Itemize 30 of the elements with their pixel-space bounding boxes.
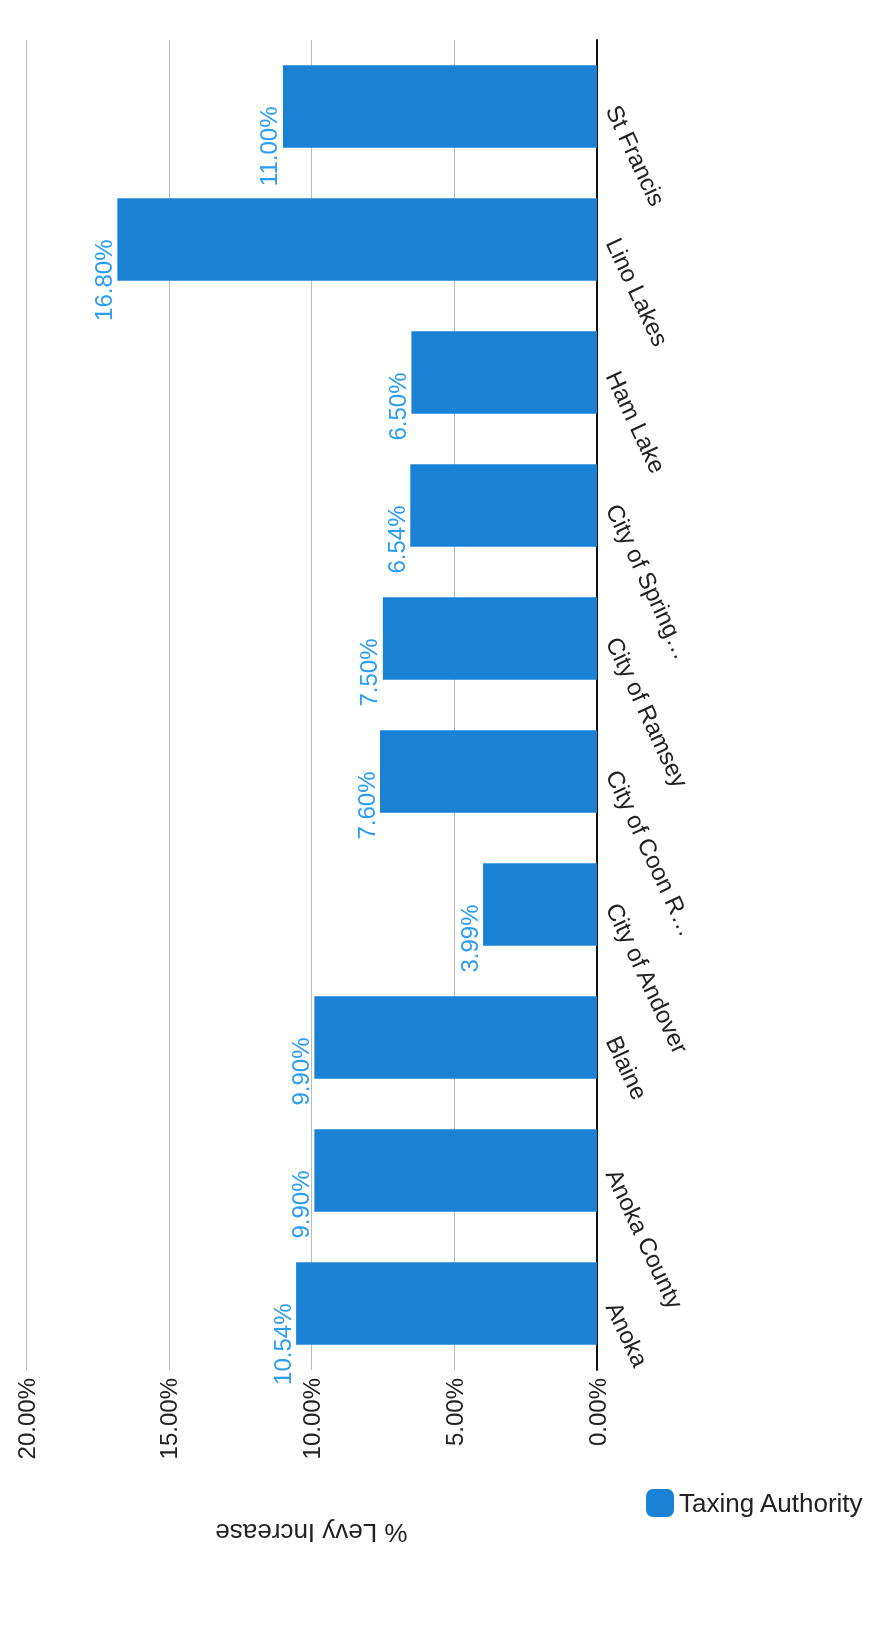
bar — [411, 331, 597, 414]
data-label: 11.00% — [255, 106, 283, 187]
x-tick-label: 20.00% — [12, 1378, 40, 1460]
y-tick-label: Ham Lake — [600, 366, 672, 478]
bar — [117, 198, 597, 281]
bar — [410, 464, 597, 547]
y-tick-label: Anoka — [600, 1297, 655, 1372]
data-label: 7.60% — [352, 771, 380, 840]
data-label: 16.80% — [89, 239, 117, 321]
data-label: 10.54% — [268, 1303, 296, 1385]
data-label: 9.90% — [286, 1170, 314, 1239]
legend-label: Taxing Authority — [679, 1488, 863, 1518]
bar — [314, 996, 597, 1079]
x-tick-label: 5.00% — [440, 1378, 468, 1447]
bar — [483, 863, 597, 946]
data-label: 7.50% — [355, 638, 383, 707]
data-label: 6.50% — [383, 372, 411, 441]
x-tick-label: 15.00% — [155, 1378, 183, 1460]
bar — [282, 65, 597, 148]
data-label: 6.54% — [382, 505, 410, 574]
data-label: 9.90% — [286, 1037, 314, 1106]
bar — [296, 1262, 597, 1345]
bar — [382, 597, 597, 680]
x-tick-label: 10.00% — [298, 1378, 325, 1460]
x-axis-title: % Levy Increase — [215, 1518, 408, 1548]
x-tick-label: 0.00% — [583, 1378, 611, 1447]
bar — [380, 730, 597, 813]
data-label: 3.99% — [455, 904, 483, 973]
bar — [314, 1129, 597, 1212]
y-tick-label: Lino Lakes — [600, 233, 675, 351]
